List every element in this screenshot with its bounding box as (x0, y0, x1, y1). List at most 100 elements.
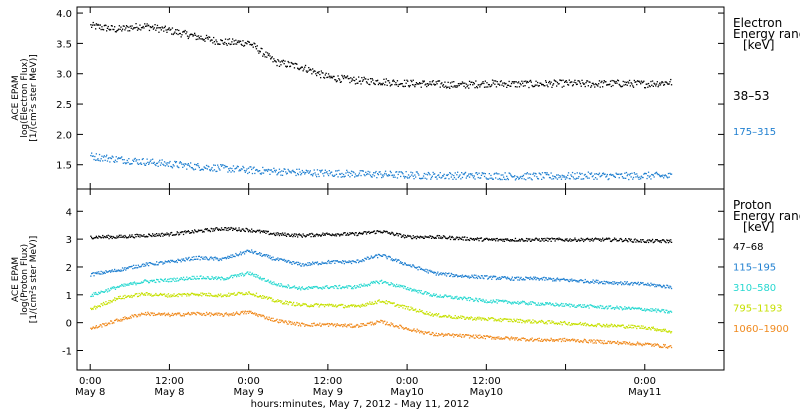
electron-point (609, 173, 612, 175)
proton-point (486, 319, 488, 321)
proton-point (136, 233, 138, 235)
proton-point (228, 295, 231, 297)
proton-point (224, 313, 226, 315)
proton-point (478, 240, 480, 242)
proton-point (360, 304, 362, 306)
proton-point (187, 230, 189, 232)
proton-point (254, 312, 256, 314)
proton-point (220, 276, 223, 278)
proton-point (515, 277, 517, 279)
proton-point (214, 277, 216, 279)
proton-point (104, 290, 106, 293)
proton-point (308, 264, 310, 266)
electron-point (490, 85, 492, 87)
proton-point (414, 266, 416, 269)
proton-point (480, 319, 483, 321)
proton-point (243, 294, 246, 296)
proton-point (347, 261, 349, 264)
electron-point (415, 176, 417, 178)
proton-point (198, 278, 200, 280)
proton-point (606, 238, 608, 240)
proton-point (640, 281, 642, 284)
proton-point (382, 254, 384, 256)
proton-point (443, 235, 445, 237)
electron-point (575, 83, 578, 86)
proton-point (102, 301, 105, 304)
electron-point (290, 61, 292, 64)
electron-point (186, 31, 188, 33)
electron-legend-title: Energy range (733, 27, 800, 41)
proton-point (377, 253, 380, 256)
electron-point (644, 172, 646, 175)
proton-point (359, 260, 361, 262)
electron-point (474, 178, 476, 180)
proton-point (575, 280, 577, 282)
proton-point (91, 272, 94, 274)
electron-point (510, 175, 513, 177)
proton-point (522, 240, 525, 242)
electron-point (588, 81, 590, 83)
proton-point (652, 284, 654, 286)
proton-point (388, 284, 391, 286)
proton-point (628, 324, 630, 326)
proton-point (129, 315, 132, 318)
proton-point (287, 303, 289, 306)
proton-point (167, 281, 170, 283)
proton-point (440, 334, 442, 336)
proton-point (184, 293, 186, 296)
proton-point (491, 317, 493, 319)
proton-point (555, 302, 557, 304)
proton-point (161, 314, 163, 316)
proton-point (238, 227, 240, 229)
proton-point (393, 284, 395, 286)
electron-point (167, 165, 170, 167)
proton-point (503, 318, 505, 320)
proton-point (353, 286, 355, 288)
electron-point (90, 154, 92, 157)
proton-point (98, 236, 101, 238)
proton-point (403, 262, 406, 264)
proton-point (401, 262, 403, 264)
electron-point (476, 87, 479, 89)
electron-point (121, 159, 124, 161)
electron-point (536, 176, 538, 178)
proton-point (581, 280, 583, 282)
proton-point (545, 239, 547, 241)
proton-point (243, 253, 246, 255)
electron-point (540, 174, 542, 176)
electron-point (334, 174, 336, 176)
proton-point (610, 307, 612, 310)
electron-point (405, 171, 407, 173)
electron-point (336, 80, 338, 82)
electron-point (278, 60, 280, 62)
electron-point (528, 86, 530, 89)
electron-point (126, 26, 128, 28)
proton-point (491, 317, 494, 319)
proton-point (428, 331, 430, 333)
proton-point (273, 300, 275, 303)
proton-point (377, 320, 379, 323)
proton-point (604, 307, 606, 309)
proton-point (567, 240, 569, 242)
proton-point (391, 231, 393, 233)
electron-point (590, 173, 592, 175)
proton-point (617, 240, 620, 242)
proton-point (270, 319, 272, 321)
electron-point (379, 82, 381, 84)
proton-point (98, 291, 100, 293)
proton-point (131, 234, 133, 236)
proton-point (587, 281, 589, 283)
electron-point (316, 74, 318, 77)
proton-point (314, 261, 316, 264)
proton-point (308, 233, 311, 235)
electron-point (210, 39, 212, 41)
electron-point (453, 176, 456, 179)
electron-point (437, 80, 439, 82)
proton-point (339, 235, 341, 237)
electron-point (530, 81, 532, 83)
proton-point (462, 297, 464, 299)
proton-point (225, 295, 227, 298)
electron-point (144, 23, 146, 25)
proton-point (503, 276, 505, 279)
electron-point (266, 169, 268, 171)
